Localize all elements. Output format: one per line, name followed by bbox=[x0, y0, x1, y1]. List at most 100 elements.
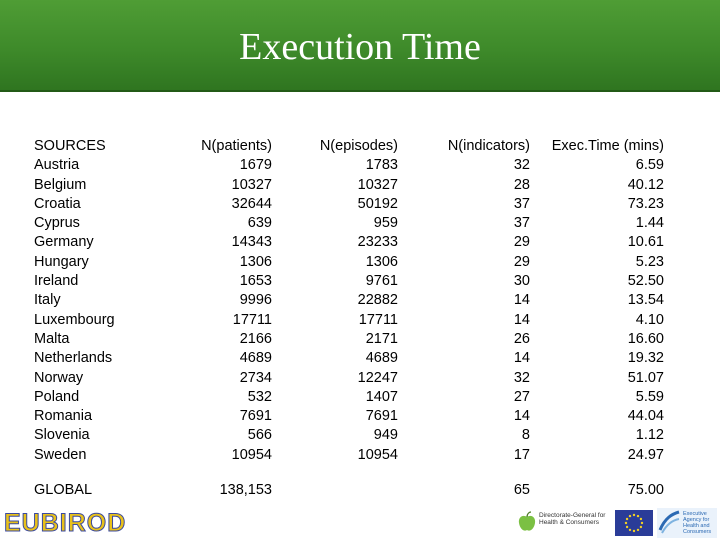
cell-exec-time: 6.59 bbox=[635, 157, 664, 174]
global-indicators: 65 bbox=[513, 482, 530, 498]
cell-source: Slovenia bbox=[34, 427, 90, 444]
cell-source: Italy bbox=[34, 292, 61, 309]
cell-source: Luxembourg bbox=[34, 311, 115, 328]
cell-indicators: 14 bbox=[513, 311, 530, 328]
cell-source: Austria bbox=[34, 157, 80, 174]
eubirod-logo-text: EUBIROD bbox=[3, 509, 127, 538]
eubirod-logo: EUBIROD bbox=[3, 508, 127, 538]
cell-exec-time: 24.97 bbox=[627, 446, 664, 463]
table-row: Germany 14343 23233 29 10.61 bbox=[34, 233, 664, 252]
cell-episodes: 959 bbox=[373, 215, 398, 232]
cell-patients: 566 bbox=[247, 427, 272, 444]
dg-health-consumers-logo: Directorate-General for Health & Consume… bbox=[517, 508, 607, 536]
agency-swoosh-icon bbox=[658, 510, 680, 534]
header-exec-time: Exec.Time (mins) bbox=[551, 138, 664, 154]
footer: EUBIROD bbox=[0, 504, 720, 540]
cell-patients: 639 bbox=[247, 215, 272, 232]
cell-exec-time: 1.12 bbox=[635, 427, 664, 444]
table-row: Italy 9996 22882 14 13.54 bbox=[34, 291, 664, 310]
header-source: SOURCES bbox=[34, 138, 106, 154]
cell-episodes: 12247 bbox=[357, 369, 398, 386]
cell-exec-time: 1.44 bbox=[635, 215, 664, 232]
cell-patients: 1306 bbox=[239, 253, 272, 270]
cell-source: Malta bbox=[34, 330, 70, 347]
eu-star bbox=[639, 525, 643, 529]
cell-source: Netherlands bbox=[34, 350, 113, 367]
table-row: Malta 2166 2171 26 16.60 bbox=[34, 330, 664, 349]
cell-episodes: 10954 bbox=[357, 446, 398, 463]
cell-source: Poland bbox=[34, 388, 80, 405]
cell-patients: 7691 bbox=[239, 408, 272, 425]
table-row: Croatia 32644 50192 37 73.23 bbox=[34, 195, 664, 214]
cell-source: Cyprus bbox=[34, 215, 80, 232]
cell-exec-time: 13.54 bbox=[627, 292, 664, 309]
cell-source: Croatia bbox=[34, 195, 81, 212]
cell-exec-time: 10.61 bbox=[627, 234, 664, 251]
cell-source: Sweden bbox=[34, 446, 87, 463]
cell-indicators: 17 bbox=[513, 446, 530, 463]
cell-indicators: 14 bbox=[513, 292, 530, 309]
eu-star bbox=[636, 528, 640, 532]
table-row: Romania 7691 7691 14 44.04 bbox=[34, 407, 664, 426]
cell-exec-time: 40.12 bbox=[627, 176, 664, 193]
cell-indicators: 28 bbox=[513, 176, 530, 193]
eu-star bbox=[640, 521, 644, 525]
eu-star bbox=[632, 513, 636, 517]
cell-source: Belgium bbox=[34, 176, 87, 193]
cell-exec-time: 16.60 bbox=[627, 330, 664, 347]
eu-star bbox=[624, 521, 628, 525]
table-row: Norway 2734 12247 32 51.07 bbox=[34, 369, 664, 388]
cell-episodes: 1306 bbox=[365, 253, 398, 270]
agency-text-line-2: Agency for bbox=[683, 517, 710, 523]
cell-patients: 17711 bbox=[232, 311, 272, 328]
cell-patients: 2734 bbox=[239, 369, 272, 386]
cell-exec-time: 51.07 bbox=[627, 369, 664, 386]
cell-exec-time: 52.50 bbox=[627, 273, 664, 290]
slide-title: Execution Time bbox=[239, 26, 481, 68]
cell-indicators: 8 bbox=[521, 427, 530, 444]
table-row: Ireland 1653 9761 30 52.50 bbox=[34, 272, 664, 291]
global-label: GLOBAL bbox=[34, 482, 93, 498]
eu-star bbox=[639, 517, 643, 521]
cell-exec-time: 44.04 bbox=[627, 408, 664, 425]
table-row: Cyprus 639 959 37 1.44 bbox=[34, 214, 664, 233]
cell-episodes: 4689 bbox=[365, 350, 398, 367]
cell-source: Norway bbox=[34, 369, 84, 386]
cell-episodes: 9761 bbox=[365, 273, 398, 290]
cell-patients: 532 bbox=[247, 388, 272, 405]
cell-episodes: 50192 bbox=[357, 195, 398, 212]
cell-indicators: 29 bbox=[513, 253, 530, 270]
cell-indicators: 27 bbox=[513, 388, 530, 405]
cell-source: Romania bbox=[34, 408, 93, 425]
eu-flag-icon bbox=[615, 510, 653, 536]
cell-episodes: 949 bbox=[373, 427, 398, 444]
table-row: Poland 532 1407 27 5.59 bbox=[34, 388, 664, 407]
eu-star bbox=[632, 529, 636, 533]
cell-patients: 14343 bbox=[231, 234, 272, 251]
header-episodes: N(episodes) bbox=[319, 138, 398, 154]
cell-episodes: 2171 bbox=[365, 330, 398, 347]
cell-source: Germany bbox=[34, 234, 94, 251]
cell-patients: 9996 bbox=[239, 292, 272, 309]
cell-indicators: 32 bbox=[513, 369, 530, 386]
cell-indicators: 14 bbox=[513, 408, 530, 425]
cell-episodes: 10327 bbox=[357, 176, 398, 193]
cell-patients: 4689 bbox=[239, 350, 272, 367]
cell-exec-time: 5.59 bbox=[635, 388, 664, 405]
cell-source: Hungary bbox=[34, 253, 89, 270]
global-row: GLOBAL 138,153 65 75.00 bbox=[34, 481, 664, 500]
cell-exec-time: 4.10 bbox=[635, 311, 664, 328]
cell-indicators: 32 bbox=[513, 157, 530, 174]
cell-episodes: 1783 bbox=[365, 157, 398, 174]
table-row: Sweden 10954 10954 17 24.97 bbox=[34, 446, 664, 465]
agency-text-line-3: Health and bbox=[683, 523, 710, 529]
agency-text-line-4: Consumers bbox=[683, 529, 712, 535]
cell-source: Ireland bbox=[34, 273, 79, 290]
eu-star bbox=[636, 514, 640, 518]
dg-text-line-2: Health & Consumers bbox=[539, 519, 599, 526]
cell-patients: 32644 bbox=[231, 195, 272, 212]
eu-stars-icon bbox=[624, 513, 644, 533]
eu-star bbox=[625, 525, 629, 529]
cell-indicators: 30 bbox=[513, 273, 530, 290]
header-patients: N(patients) bbox=[201, 138, 272, 154]
